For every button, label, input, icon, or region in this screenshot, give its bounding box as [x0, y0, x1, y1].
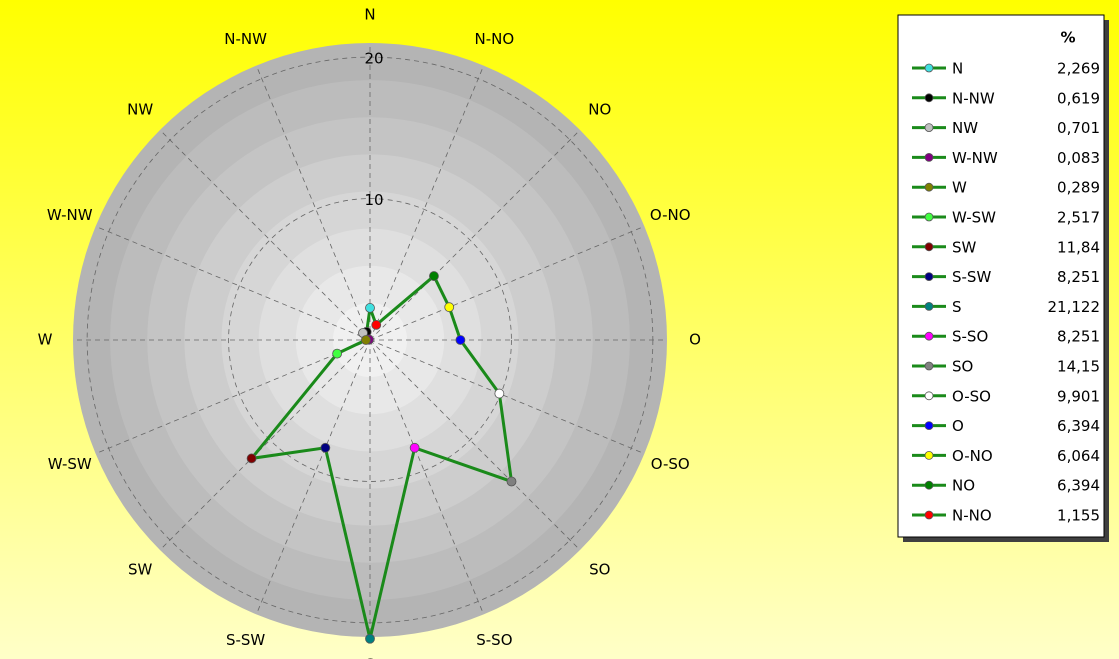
axis-label: N-NW: [224, 30, 267, 48]
axis-label: O: [689, 331, 701, 349]
axis-label: O-NO: [650, 206, 691, 224]
legend-marker: [924, 480, 934, 490]
spoke: [159, 339, 371, 551]
spoke: [95, 339, 371, 455]
axis-label: NO: [588, 101, 611, 119]
data-point: [365, 633, 375, 644]
data-point: [361, 335, 371, 345]
data-point: [409, 442, 420, 453]
grid-ring: [86, 56, 654, 624]
legend-header: %: [1060, 29, 1075, 47]
r-tick-label: 10: [364, 191, 383, 209]
legend-marker: [924, 272, 934, 282]
data-point: [444, 302, 455, 313]
legend-marker: [924, 331, 934, 341]
axis-label: S: [365, 656, 375, 659]
axis-label: S-SO: [476, 631, 512, 649]
axis-label: SW: [128, 560, 153, 578]
legend-value: 0,701: [1057, 119, 1100, 137]
spoke: [255, 339, 371, 615]
legend-value: 8,251: [1057, 328, 1100, 346]
legend-marker: [924, 510, 934, 520]
legend-label: N: [952, 60, 963, 78]
axis-label: S-SW: [226, 631, 265, 649]
spoke: [369, 339, 645, 455]
legend-marker: [924, 63, 934, 73]
legend-marker: [924, 152, 934, 162]
axis-label: W: [38, 331, 53, 349]
data-point: [455, 335, 466, 345]
legend-value: 6,394: [1057, 417, 1100, 435]
axis-label: W-SW: [48, 455, 92, 473]
axis-label: O-SO: [651, 455, 690, 473]
legend-label: O-NO: [952, 447, 993, 465]
legend-marker: [924, 301, 934, 311]
legend-value: 8,251: [1057, 268, 1100, 286]
legend-marker: [924, 361, 934, 371]
spoke: [369, 339, 581, 551]
legend-label: W: [952, 179, 967, 197]
legend-value: 11,84: [1057, 238, 1100, 256]
spoke: [255, 65, 371, 341]
data-point: [429, 271, 439, 281]
r-tick-label: 20: [364, 50, 383, 68]
legend-value: 21,122: [1048, 298, 1101, 316]
legend-label: O-SO: [952, 387, 991, 405]
data-point: [332, 348, 343, 359]
data-point: [246, 453, 257, 464]
axis-label: NW: [127, 101, 153, 119]
data-point: [506, 476, 517, 487]
legend-label: O: [952, 417, 964, 435]
spoke: [369, 225, 645, 341]
legend-label: S-SW: [952, 268, 991, 286]
legend-marker: [924, 182, 934, 192]
spoke: [95, 225, 371, 341]
legend-label: N-NW: [952, 89, 995, 107]
legend-label: S-SO: [952, 328, 988, 346]
data-point: [371, 320, 382, 330]
legend-label: S: [952, 298, 962, 316]
legend-value: 14,15: [1057, 358, 1100, 376]
axis-label: W-NW: [47, 206, 93, 224]
spoke: [369, 129, 581, 341]
legend-value: 6,064: [1057, 447, 1100, 465]
legend-marker: [924, 450, 934, 460]
axis-label: SO: [589, 560, 610, 578]
data-point: [320, 442, 331, 453]
legend-label: NO: [952, 477, 975, 495]
legend-label: W-SW: [952, 209, 996, 227]
legend-marker: [924, 212, 934, 222]
legend-value: 2,269: [1057, 60, 1100, 78]
legend-value: 9,901: [1057, 387, 1100, 405]
legend-value: 1,155: [1057, 507, 1100, 525]
legend-label: SW: [952, 238, 977, 256]
legend-value: 0,619: [1057, 89, 1100, 107]
legend-label: NW: [952, 119, 978, 137]
axis-label: N: [364, 6, 375, 24]
legend-value: 0,289: [1057, 179, 1100, 197]
spoke: [159, 129, 371, 341]
legend-value: 6,394: [1057, 477, 1100, 495]
legend-label: SO: [952, 358, 973, 376]
grid-ring: [228, 198, 512, 482]
data-point: [494, 388, 505, 399]
axis-label: N-NO: [475, 30, 515, 48]
legend-marker: [924, 93, 934, 103]
legend-marker: [924, 123, 934, 132]
legend-label: N-NO: [952, 507, 992, 525]
data-point: [365, 303, 375, 313]
legend-value: 2,517: [1057, 209, 1100, 227]
spoke: [369, 65, 485, 341]
legend-marker: [924, 421, 934, 431]
legend-marker: [924, 242, 934, 252]
legend-value: 0,083: [1057, 149, 1100, 167]
legend-label: W-NW: [952, 149, 998, 167]
spoke: [369, 339, 485, 615]
legend-marker: [924, 391, 934, 401]
